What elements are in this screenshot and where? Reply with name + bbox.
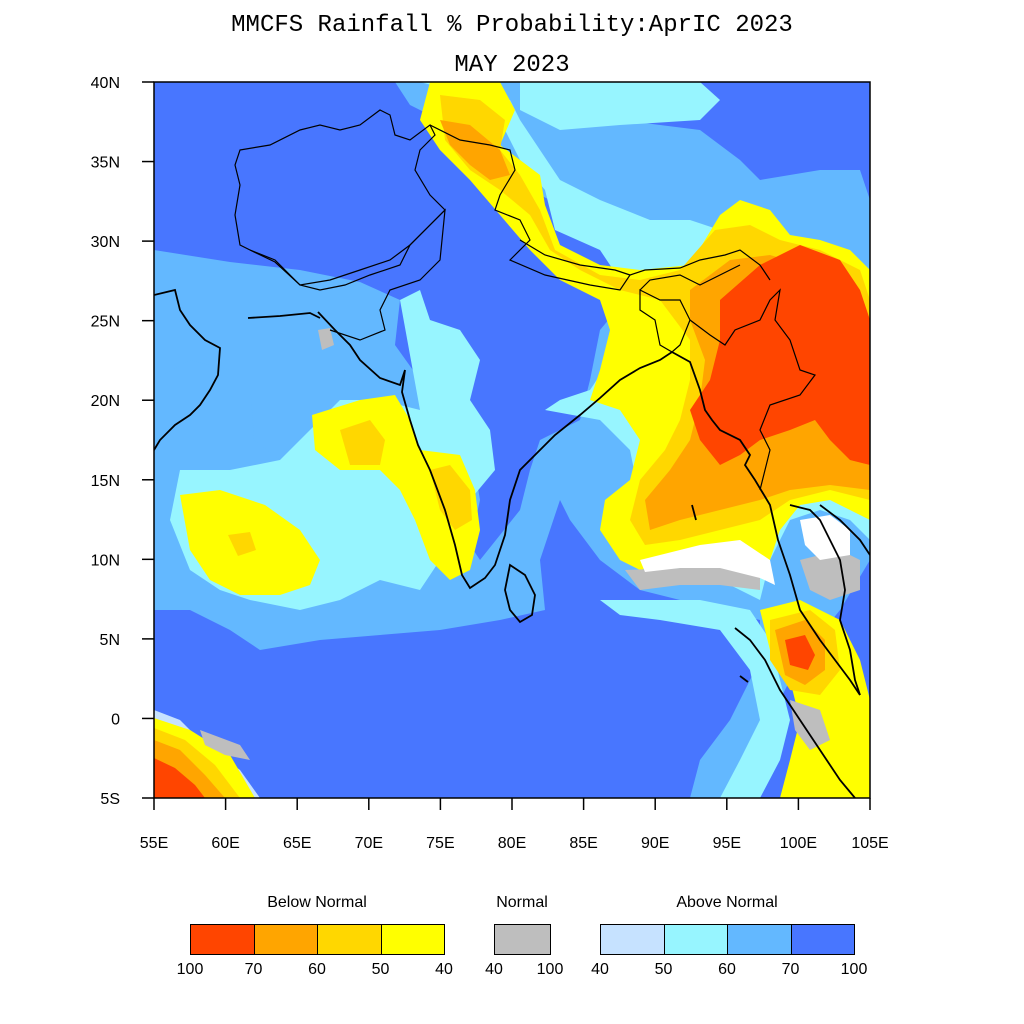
legend-box-below bbox=[380, 924, 445, 955]
pakistan-border bbox=[249, 208, 446, 341]
legend-label-below: 40 bbox=[435, 961, 453, 978]
field-below-50-60-somali bbox=[228, 532, 256, 556]
nepal-border bbox=[519, 239, 631, 276]
legend-above-title: Above Normal bbox=[676, 894, 778, 911]
x-tick-label: 55E bbox=[140, 835, 168, 852]
legend-box-below bbox=[317, 924, 382, 955]
legend-normal-title: Normal bbox=[496, 894, 548, 911]
legend-box-below bbox=[253, 924, 318, 955]
x-tick-label: 70E bbox=[355, 835, 383, 852]
field-normal-gulf bbox=[318, 328, 334, 350]
sri-lanka bbox=[504, 563, 536, 624]
field-above-50-60-north bbox=[520, 82, 720, 130]
country-borders bbox=[234, 109, 816, 491]
x-tick-label: 65E bbox=[283, 835, 311, 852]
legend-label-normal: 40 bbox=[485, 961, 503, 978]
map-title: MMCFS Rainfall % Probability:AprIC 2023 bbox=[231, 12, 793, 39]
field-below-70-100-east bbox=[690, 245, 870, 465]
field-below-50-60-arabian bbox=[340, 420, 385, 465]
map-subtitle: MAY 2023 bbox=[454, 52, 570, 79]
legend-box-above bbox=[790, 924, 855, 955]
field-normal-southwest bbox=[200, 730, 250, 760]
legend-label-below: 50 bbox=[371, 961, 390, 978]
legend-label-below: 60 bbox=[308, 961, 326, 978]
coastlines bbox=[154, 288, 870, 798]
y-tick-label: 10N bbox=[91, 552, 120, 569]
nicobar bbox=[739, 675, 749, 683]
india-north-border bbox=[429, 124, 771, 291]
y-tick-label: 15N bbox=[91, 473, 120, 490]
andaman bbox=[691, 504, 697, 521]
legend-label-above: 100 bbox=[840, 961, 868, 978]
y-tick-label: 30N bbox=[91, 234, 120, 251]
field-white-bay bbox=[640, 540, 775, 585]
myanmar-border bbox=[689, 288, 816, 491]
x-tick-label: 100E bbox=[780, 835, 817, 852]
india-ne-border bbox=[639, 264, 741, 291]
y-tick-label: 20N bbox=[91, 393, 120, 410]
y-tick-label: 5N bbox=[100, 632, 120, 649]
legend-below-title: Below Normal bbox=[267, 894, 367, 911]
field-below-70-100-sumatra bbox=[785, 635, 815, 670]
field-normal-bay bbox=[625, 565, 760, 590]
x-tick-label: 60E bbox=[211, 835, 239, 852]
x-tick-label: 95E bbox=[713, 835, 741, 852]
malay-coast bbox=[789, 504, 861, 696]
axis-ticks bbox=[142, 81, 871, 810]
indian-coastline bbox=[317, 311, 861, 696]
legend-label-above: 70 bbox=[781, 961, 800, 978]
indochina-coast bbox=[819, 504, 870, 556]
y-tick-label: 0 bbox=[111, 711, 120, 728]
x-tick-label: 85E bbox=[569, 835, 597, 852]
arabian-coast bbox=[154, 288, 221, 451]
x-tick-label: 90E bbox=[641, 835, 669, 852]
legend-box-below bbox=[190, 924, 255, 955]
probability-field bbox=[154, 82, 870, 798]
field-below-70-100-southwest bbox=[154, 758, 205, 798]
pakistan-coast bbox=[247, 312, 321, 319]
field-white-indochina bbox=[800, 515, 850, 560]
legend-label-below: 70 bbox=[244, 961, 263, 978]
sumatra-coast bbox=[734, 627, 856, 798]
legend-box-above bbox=[663, 924, 728, 955]
x-tick-label: 75E bbox=[426, 835, 454, 852]
axis-tick-labels: 55E 60E 65E 70E 75E 80E 85E 90E 95E 100E 105E 40N 35… bbox=[91, 75, 889, 852]
y-tick-label: 5S bbox=[100, 791, 120, 808]
legend-box-above bbox=[727, 924, 792, 955]
field-above-50-60-south bbox=[600, 600, 790, 798]
legend-box-normal bbox=[494, 924, 551, 955]
legend-label-above: 40 bbox=[591, 961, 609, 978]
legend-label-above: 50 bbox=[654, 961, 673, 978]
bangladesh-border bbox=[639, 289, 691, 353]
y-tick-label: 25N bbox=[91, 314, 120, 331]
afghanistan-border bbox=[234, 109, 446, 291]
field-normal-sumatra bbox=[790, 700, 830, 750]
y-tick-label: 35N bbox=[91, 155, 120, 172]
x-tick-label: 80E bbox=[498, 835, 526, 852]
legend-box-above bbox=[600, 924, 665, 955]
x-tick-label: 105E bbox=[851, 835, 888, 852]
legend-label-below: 100 bbox=[176, 961, 204, 978]
field-below-60-70-north bbox=[440, 120, 510, 180]
y-tick-label: 40N bbox=[91, 75, 120, 92]
legend-label-normal: 100 bbox=[536, 961, 564, 978]
field-below-50-60-ghats bbox=[430, 465, 472, 530]
legend-label-above: 60 bbox=[718, 961, 736, 978]
